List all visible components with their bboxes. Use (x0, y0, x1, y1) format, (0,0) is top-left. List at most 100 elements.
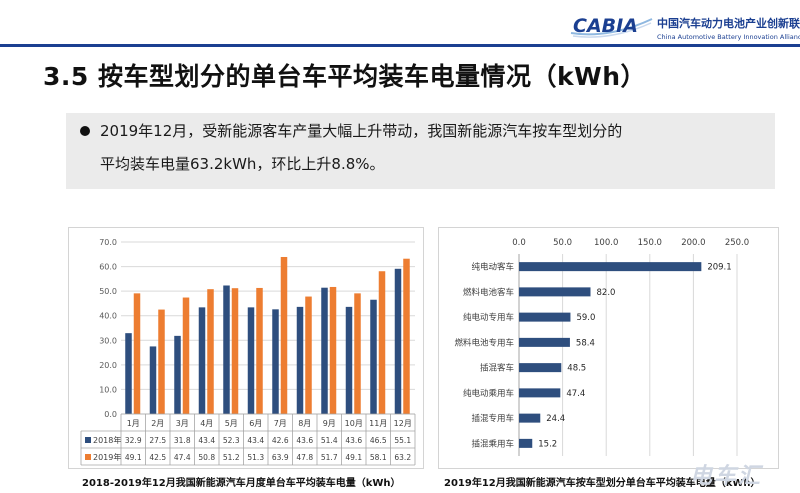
cabia-logo: CABIA (569, 13, 654, 43)
legend-label: 2018年 (93, 435, 121, 445)
x-tick-label: 100.0 (594, 238, 618, 248)
data-label: 47.4 (566, 389, 585, 399)
table-value: 43.6 (345, 436, 362, 445)
x-tick-label: 1月 (127, 419, 140, 428)
category-label: 纯电动专用车 (463, 312, 514, 323)
x-tick-label: 10月 (345, 419, 363, 428)
category-label: 燃料电池专用车 (454, 337, 514, 348)
bar-2019年 (378, 271, 386, 414)
watermark: 电车汇 (690, 464, 763, 489)
y-tick-label: 10.0 (99, 385, 117, 394)
table-value: 58.1 (370, 453, 387, 462)
data-label: 58.4 (576, 338, 595, 348)
category-label: 纯电动客车 (471, 262, 514, 273)
bar-2018年 (345, 306, 353, 414)
x-tick-label: 7月 (274, 419, 287, 428)
table-value: 43.6 (296, 436, 313, 445)
org-name-cn: 中国汽车动力电池产业创新联盟 (657, 17, 800, 30)
bar-2019年 (280, 256, 288, 414)
table-value: 51.7 (321, 453, 338, 462)
category-label: 纯电动乘用车 (463, 388, 514, 399)
table-value: 52.3 (223, 436, 240, 445)
bar-2018年 (223, 285, 230, 414)
bar (519, 413, 541, 423)
x-tick-label: 200.0 (681, 238, 705, 248)
bar (519, 312, 571, 322)
bar-2018年 (272, 309, 279, 414)
x-tick-label: 250.0 (725, 238, 749, 248)
bar-2018年 (296, 306, 304, 414)
data-label: 59.0 (576, 313, 595, 323)
table-value: 51.3 (247, 453, 264, 462)
bar (519, 337, 570, 347)
y-tick-label: 60.0 (99, 263, 117, 272)
data-label: 24.4 (546, 414, 565, 424)
x-tick-label: 2月 (151, 419, 164, 428)
table-value: 42.5 (149, 453, 166, 462)
x-tick-label: 5月 (225, 419, 238, 428)
legend-swatch (85, 454, 91, 460)
bar-2018年 (321, 287, 328, 414)
bar (519, 388, 561, 398)
data-label: 48.5 (567, 364, 586, 374)
bar-2018年 (174, 335, 181, 414)
x-tick-label: 9月 (323, 419, 336, 428)
x-tick-label: 50.0 (553, 238, 572, 248)
y-tick-label: 40.0 (99, 312, 117, 321)
bar-2018年 (125, 333, 132, 414)
vehicle-type-chart: 0.0 50.0 100.0 150.0 200.0 250.0 纯电动客车 209.1 燃料电… (454, 238, 749, 456)
y-tick-label: 30.0 (99, 336, 117, 345)
x-tick-label: 11月 (369, 419, 387, 428)
bar-2018年 (149, 346, 157, 414)
table-value: 51.4 (321, 436, 338, 445)
table-value: 63.2 (394, 453, 411, 462)
logo-wordmark: CABIA (573, 15, 638, 37)
table-value: 43.4 (247, 436, 264, 445)
bar (519, 363, 562, 373)
table-value: 42.6 (272, 436, 289, 445)
legend-label: 2019年 (93, 452, 121, 462)
vehicle-type-chart-caption: 2019年12月我国新能源汽车按车型划分单台车平均装车电量（kWh） (444, 478, 761, 489)
bar-2019年 (403, 258, 410, 414)
bar (519, 438, 533, 448)
category-label: 插混专用车 (471, 413, 514, 424)
bar (519, 262, 702, 272)
bar-2019年 (329, 286, 337, 414)
header-accent-line (0, 44, 800, 47)
bar-2019年 (182, 297, 190, 414)
summary-line-2: 平均装车电量63.2kWh，环比上升8.8%。 (100, 155, 385, 173)
table-value: 32.9 (125, 436, 142, 445)
monthly-chart: 0.0 10.0 20.0 30.0 40.0 50.0 60.0 70.0 1月 2月 3月 4月 5… (80, 238, 416, 466)
data-label: 82.0 (597, 288, 616, 298)
x-tick-label: 3月 (176, 419, 189, 428)
table-value: 50.8 (198, 453, 215, 462)
summary-note: 2019年12月，受新能源客车产量大幅上升带动，我国新能源汽车按车型划分的 平均… (66, 113, 775, 189)
org-name-en: China Automotive Battery Innovation Alli… (657, 33, 800, 41)
data-label: 209.1 (707, 263, 731, 273)
table-value: 46.5 (370, 436, 387, 445)
table-value: 43.4 (198, 436, 215, 445)
org-name: 中国汽车动力电池产业创新联盟 China Automotive Battery … (657, 15, 800, 41)
y-tick-label: 20.0 (99, 361, 117, 370)
bar-2019年 (158, 309, 165, 414)
vehicle-type-chart-panel: 0.0 50.0 100.0 150.0 200.0 250.0 纯电动客车 209.1 燃料电… (438, 227, 779, 469)
bar-2019年 (305, 296, 312, 414)
bar-2018年 (394, 268, 402, 414)
table-value: 51.2 (223, 453, 240, 462)
bar-2018年 (370, 299, 377, 414)
monthly-chart-panel: 0.0 10.0 20.0 30.0 40.0 50.0 60.0 70.0 1月 2月 3月 4月 5… (68, 227, 424, 469)
x-tick-label: 4月 (200, 419, 213, 428)
table-value: 63.9 (272, 453, 289, 462)
bar-2019年 (256, 287, 263, 414)
table-value: 49.1 (125, 453, 142, 462)
data-label: 15.2 (538, 439, 557, 449)
bar (519, 287, 591, 297)
monthly-chart-caption: 2018-2019年12月我国新能源汽车月度单台车平均装车电量（kWh） (82, 478, 401, 489)
category-label: 插混客车 (480, 363, 514, 374)
bar-2019年 (133, 293, 141, 414)
y-tick-label: 0.0 (104, 410, 117, 419)
x-tick-label: 8月 (298, 419, 311, 428)
bar-2019年 (354, 293, 361, 414)
category-label: 插混乘用车 (471, 438, 514, 449)
x-tick-label: 0.0 (512, 238, 526, 248)
